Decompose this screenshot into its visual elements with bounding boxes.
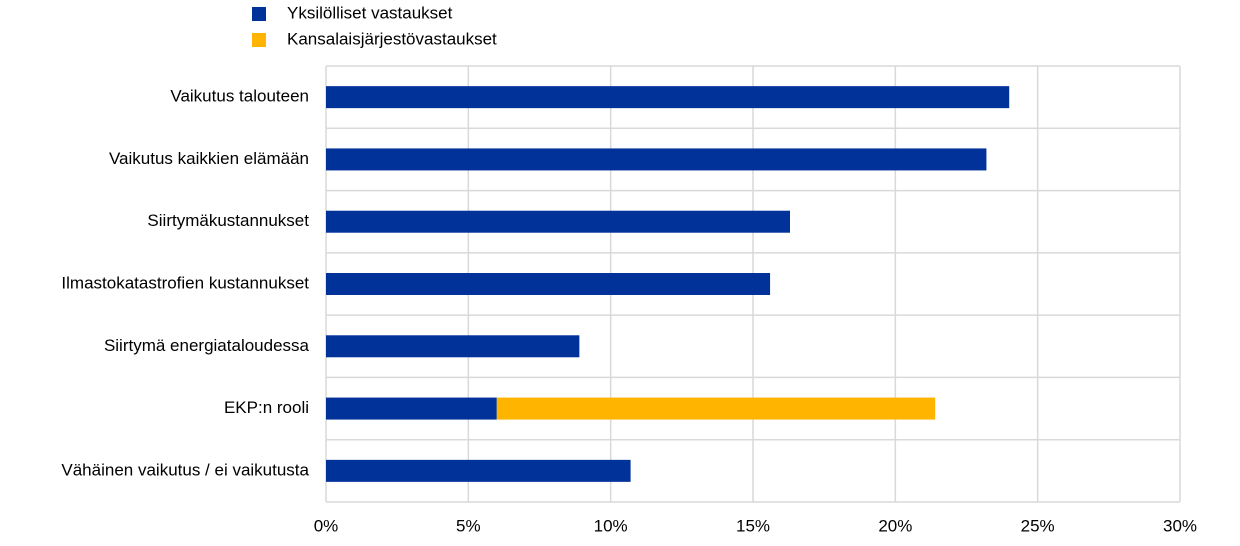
x-tick-label: 15% — [736, 516, 770, 535]
bar — [326, 397, 497, 420]
bar — [496, 397, 936, 420]
bar — [326, 335, 580, 358]
y-tick-label: Siirtymäkustannukset — [147, 211, 309, 230]
x-tick-label: 20% — [878, 516, 912, 535]
x-tick-label: 0% — [314, 516, 339, 535]
bar — [326, 273, 771, 295]
bar — [326, 210, 791, 233]
legend-swatch — [252, 33, 266, 47]
bar — [326, 148, 987, 171]
legend-label: Kansalaisjärjestövastaukset — [287, 29, 497, 48]
y-tick-label: Vaikutus kaikkien elämään — [109, 149, 309, 168]
y-tick-label: Vähäinen vaikutus / ei vaikutusta — [61, 460, 309, 479]
y-tick-label: Ilmastokatastrofien kustannukset — [61, 273, 309, 292]
legend-swatch — [252, 7, 266, 21]
x-tick-label: 30% — [1163, 516, 1197, 535]
y-tick-label: Siirtymä energiataloudessa — [104, 336, 310, 355]
y-tick-label: Vaikutus talouteen — [170, 87, 309, 106]
bar — [326, 86, 1010, 109]
legend-label: Yksilölliset vastaukset — [287, 3, 453, 22]
x-tick-label: 10% — [594, 516, 628, 535]
bar — [326, 459, 631, 482]
x-tick-label: 25% — [1021, 516, 1055, 535]
x-tick-label: 5% — [456, 516, 481, 535]
y-tick-label: EKP:n rooli — [224, 398, 309, 417]
